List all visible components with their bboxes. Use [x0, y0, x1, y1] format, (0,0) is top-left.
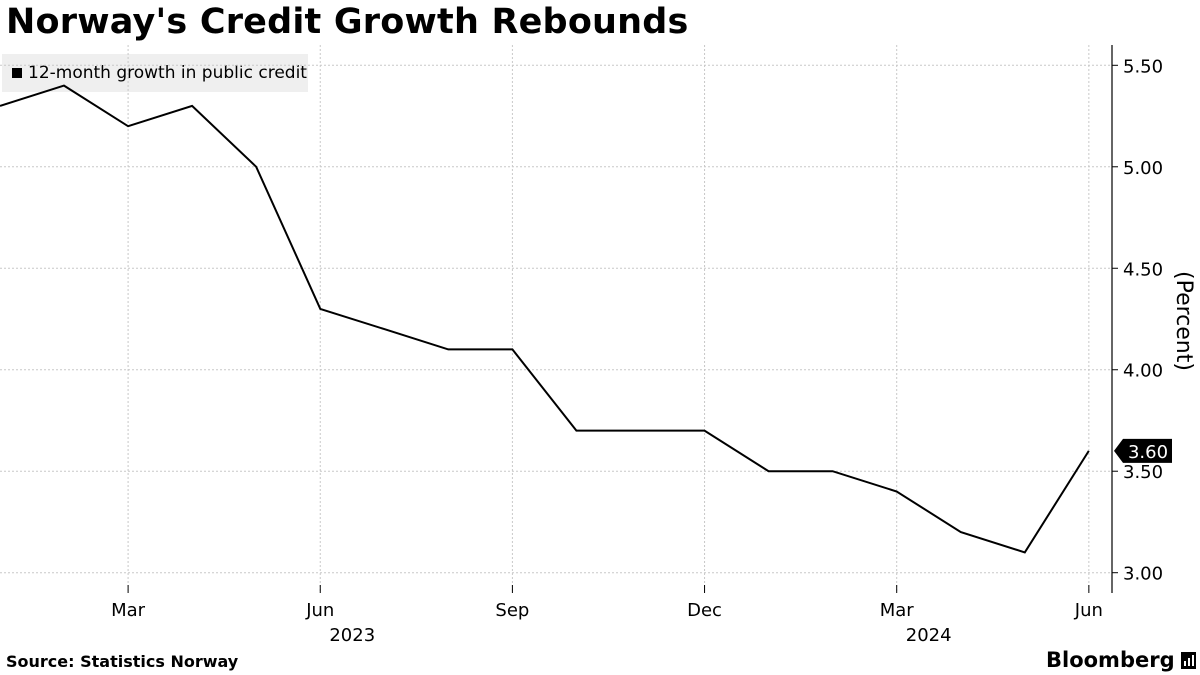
x-year-label: 2023	[329, 625, 375, 646]
last-value-tag	[1114, 438, 1172, 463]
source-note: Source: Statistics Norway	[6, 652, 239, 671]
y-tick-label: 5.50	[1123, 56, 1163, 77]
brand-name: Bloomberg	[1046, 648, 1175, 672]
brand-logo: Bloomberg	[1046, 648, 1196, 672]
bloomberg-terminal-icon	[1180, 651, 1196, 669]
x-tick-label: Mar	[111, 600, 146, 621]
x-tick-label: Jun	[1074, 600, 1103, 621]
y-tick-label: 4.00	[1123, 361, 1163, 382]
y-tick-label: 5.00	[1123, 158, 1163, 179]
y-tick-label: 4.50	[1123, 259, 1163, 280]
x-year-label: 2024	[906, 625, 952, 646]
y-tick-label: 3.00	[1123, 564, 1163, 585]
last-value-label: 3.60	[1128, 442, 1168, 463]
series-line	[0, 84, 1090, 554]
x-tick-label: Mar	[880, 600, 915, 621]
x-tick-label: Dec	[687, 600, 722, 621]
chart-title: Norway's Credit Growth Rebounds	[6, 2, 689, 42]
y-axis-title: (Percent)	[1171, 271, 1196, 371]
legend-swatch	[12, 68, 22, 78]
x-tick-label: Jun	[305, 600, 334, 621]
x-tick-label: Sep	[495, 600, 529, 621]
legend: 12-month growth in public credit	[2, 54, 308, 92]
legend-entry: 12-month growth in public credit	[28, 63, 307, 83]
y-tick-label: 3.50	[1123, 462, 1163, 483]
